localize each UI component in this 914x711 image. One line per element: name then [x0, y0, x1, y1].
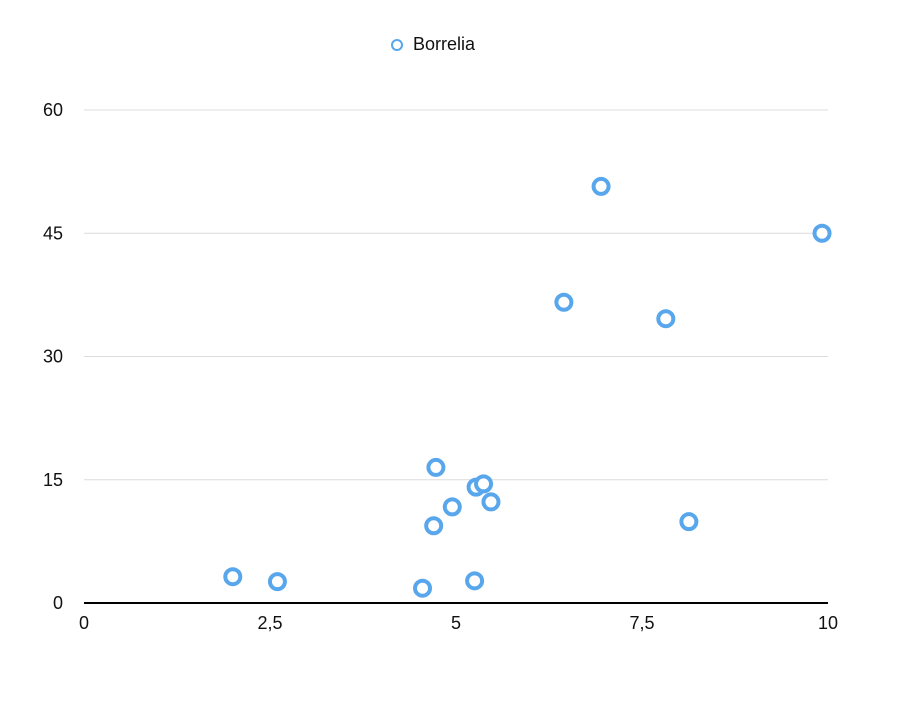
y-tick-label: 0 [53, 593, 63, 613]
data-point [591, 176, 611, 196]
y-tick-label: 15 [43, 470, 63, 490]
legend-marker-icon [391, 38, 403, 51]
data-point [424, 516, 444, 536]
data-point [679, 512, 699, 532]
y-tick-label: 30 [43, 347, 63, 367]
data-point [426, 457, 446, 477]
legend-label: Borrelia [413, 34, 476, 54]
legend: Borrelia [391, 34, 475, 55]
y-tick-label: 45 [43, 223, 63, 243]
data-point [812, 223, 832, 243]
x-tick-label: 0 [79, 613, 89, 633]
x-tick-label: 5 [451, 613, 461, 633]
data-point [465, 571, 485, 591]
y-tick-label: 60 [43, 100, 63, 120]
data-point [267, 572, 287, 592]
data-point [481, 492, 501, 512]
x-tick-label: 2,5 [257, 613, 282, 633]
data-point [554, 292, 574, 312]
data-point [442, 497, 462, 517]
x-tick-label: 10 [818, 613, 838, 633]
data-point [223, 567, 243, 587]
data-points [223, 176, 832, 598]
data-point [474, 474, 494, 494]
y-axis-ticks: 0 15 30 45 60 [43, 100, 63, 613]
x-axis-ticks: 0 2,5 5 7,5 10 [79, 613, 838, 633]
gridlines [84, 109, 828, 481]
x-tick-label: 7,5 [629, 613, 654, 633]
data-point [656, 309, 676, 329]
data-point [413, 578, 433, 598]
